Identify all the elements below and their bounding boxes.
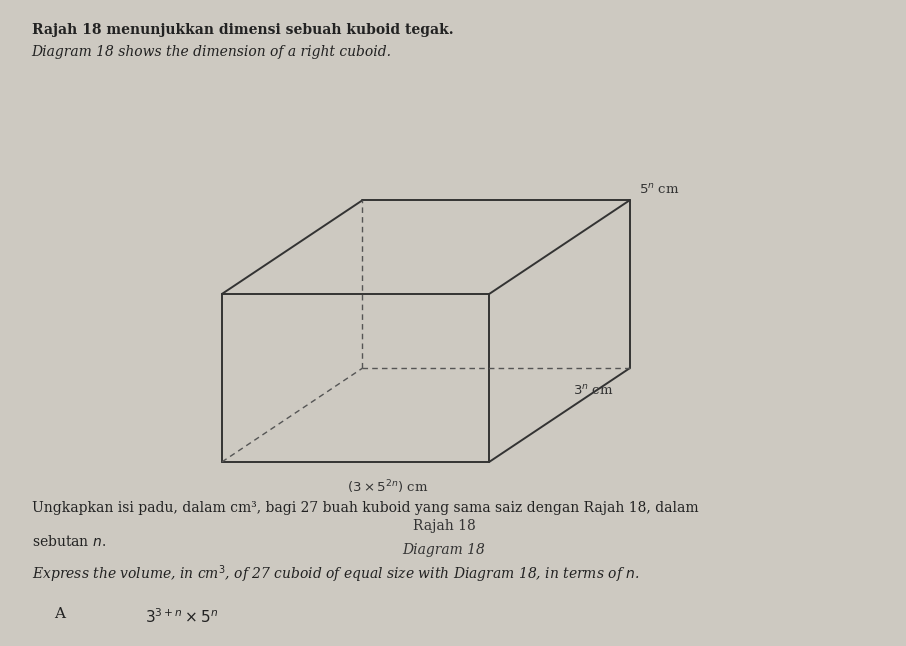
- Text: A: A: [54, 607, 65, 621]
- Text: Diagram 18 shows the dimension of a right cuboid.: Diagram 18 shows the dimension of a righ…: [32, 45, 391, 59]
- Text: Ungkapkan isi padu, dalam cm³, bagi 27 buah kuboid yang sama saiz dengan Rajah 1: Ungkapkan isi padu, dalam cm³, bagi 27 b…: [32, 501, 699, 515]
- Text: sebutan $n$.: sebutan $n$.: [32, 534, 106, 549]
- Text: Diagram 18: Diagram 18: [402, 543, 486, 557]
- Text: Rajah 18: Rajah 18: [412, 519, 476, 533]
- Text: $3^n$ cm: $3^n$ cm: [573, 384, 613, 398]
- Text: $5^n$ cm: $5^n$ cm: [639, 183, 680, 197]
- Text: $3^{3+n} \times 5^{n}$: $3^{3+n} \times 5^{n}$: [145, 607, 218, 626]
- Text: Express the volume, in cm$^3$, of 27 cuboid of equal size with Diagram 18, in te: Express the volume, in cm$^3$, of 27 cub…: [32, 563, 640, 585]
- Text: Rajah 18 menunjukkan dimensi sebuah kuboid tegak.: Rajah 18 menunjukkan dimensi sebuah kubo…: [32, 23, 453, 37]
- Text: $(3 \times 5^{2n})$ cm: $(3 \times 5^{2n})$ cm: [346, 478, 429, 495]
